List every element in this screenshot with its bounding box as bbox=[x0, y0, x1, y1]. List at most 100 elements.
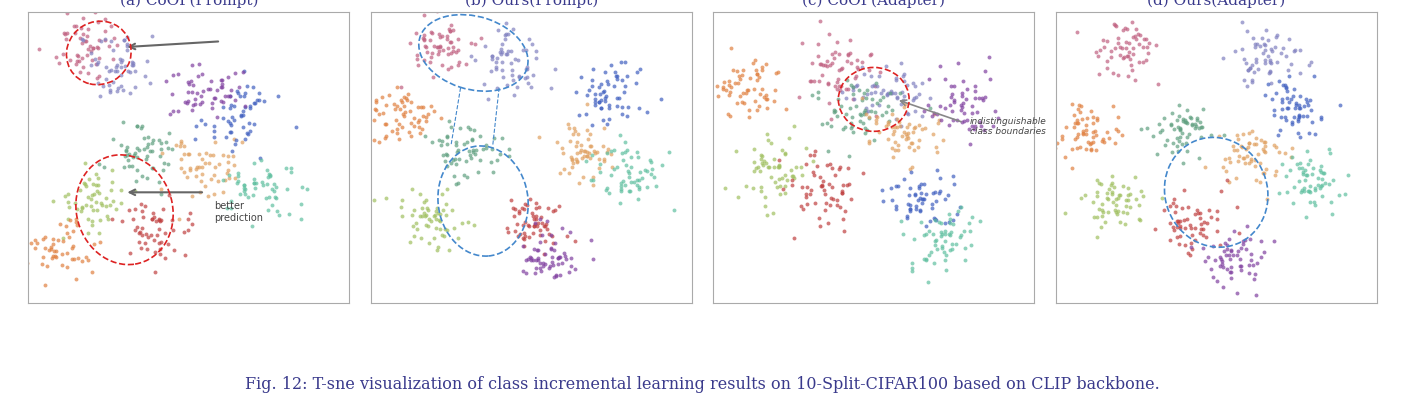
Point bbox=[1298, 198, 1321, 205]
Point bbox=[87, 230, 110, 237]
Point bbox=[80, 48, 103, 54]
Point bbox=[434, 212, 457, 218]
Point bbox=[1257, 70, 1280, 76]
Point bbox=[1274, 173, 1297, 180]
Point bbox=[902, 129, 924, 135]
Point bbox=[471, 35, 493, 41]
Point bbox=[1196, 220, 1218, 227]
Point bbox=[593, 158, 615, 164]
Point bbox=[535, 225, 558, 232]
Point bbox=[103, 47, 125, 53]
Point bbox=[1213, 247, 1235, 254]
Point bbox=[819, 61, 842, 68]
Point bbox=[233, 103, 256, 109]
Point bbox=[69, 34, 91, 41]
Point bbox=[757, 164, 780, 171]
Point bbox=[718, 92, 740, 98]
Point bbox=[1176, 216, 1198, 222]
Point bbox=[135, 155, 157, 162]
Point bbox=[953, 99, 975, 106]
Point bbox=[145, 218, 167, 224]
Point bbox=[1246, 66, 1269, 72]
Point bbox=[58, 234, 80, 240]
Point bbox=[1227, 248, 1249, 254]
Point bbox=[917, 76, 940, 83]
Point bbox=[1076, 138, 1099, 145]
Point bbox=[392, 110, 414, 117]
Point bbox=[589, 84, 611, 90]
Point bbox=[1220, 274, 1242, 281]
Point bbox=[552, 166, 575, 172]
Point bbox=[149, 186, 171, 192]
Point bbox=[190, 117, 212, 123]
Point bbox=[888, 122, 910, 129]
Point bbox=[1087, 206, 1110, 213]
Point bbox=[972, 127, 995, 133]
Point bbox=[924, 217, 947, 223]
Point bbox=[391, 124, 413, 130]
Point bbox=[763, 97, 785, 104]
Point bbox=[440, 50, 462, 56]
Point bbox=[133, 203, 156, 209]
Point bbox=[264, 193, 287, 200]
Point bbox=[754, 193, 777, 200]
Point bbox=[1309, 162, 1332, 169]
Point bbox=[583, 99, 606, 106]
Point bbox=[496, 31, 518, 38]
Point bbox=[795, 200, 818, 207]
Point bbox=[513, 236, 535, 242]
Point bbox=[926, 246, 948, 253]
Point bbox=[790, 202, 812, 209]
Point bbox=[58, 199, 80, 206]
Point bbox=[832, 216, 854, 222]
Point bbox=[922, 131, 944, 138]
Point bbox=[1263, 237, 1286, 244]
Point bbox=[486, 85, 509, 91]
Point bbox=[426, 44, 448, 50]
Point bbox=[750, 155, 773, 162]
Point bbox=[860, 89, 882, 96]
Point bbox=[937, 210, 960, 217]
Point bbox=[136, 234, 159, 240]
Point bbox=[614, 59, 636, 65]
Point bbox=[1304, 130, 1326, 137]
Point bbox=[544, 207, 566, 213]
Point bbox=[110, 187, 132, 193]
Point bbox=[913, 125, 936, 132]
Point bbox=[211, 77, 233, 83]
Point bbox=[185, 90, 208, 97]
Point bbox=[246, 97, 268, 103]
Point bbox=[100, 38, 122, 44]
Point bbox=[738, 114, 760, 121]
Point bbox=[1291, 187, 1314, 193]
Point bbox=[1166, 117, 1189, 124]
Point bbox=[939, 216, 961, 222]
Point bbox=[1255, 148, 1277, 155]
Point bbox=[251, 178, 274, 185]
Point bbox=[1264, 144, 1287, 151]
Point bbox=[162, 227, 184, 234]
Point bbox=[813, 207, 836, 214]
Point bbox=[603, 83, 625, 90]
Point bbox=[112, 119, 135, 125]
Point bbox=[188, 61, 211, 67]
Point bbox=[520, 83, 542, 90]
Point bbox=[243, 180, 266, 186]
Point bbox=[954, 245, 976, 251]
Point bbox=[115, 41, 138, 47]
Point bbox=[1071, 103, 1093, 109]
Point bbox=[105, 42, 128, 48]
Point bbox=[20, 240, 42, 246]
Point bbox=[436, 162, 458, 169]
Point bbox=[1132, 193, 1155, 199]
Point bbox=[155, 77, 177, 84]
Point bbox=[951, 92, 974, 99]
Point bbox=[399, 108, 422, 114]
Point bbox=[1080, 147, 1103, 154]
Point bbox=[437, 45, 459, 51]
Point bbox=[910, 80, 933, 86]
Point bbox=[915, 223, 937, 230]
Point bbox=[1186, 115, 1208, 121]
Point bbox=[218, 171, 240, 178]
Point bbox=[148, 240, 170, 246]
